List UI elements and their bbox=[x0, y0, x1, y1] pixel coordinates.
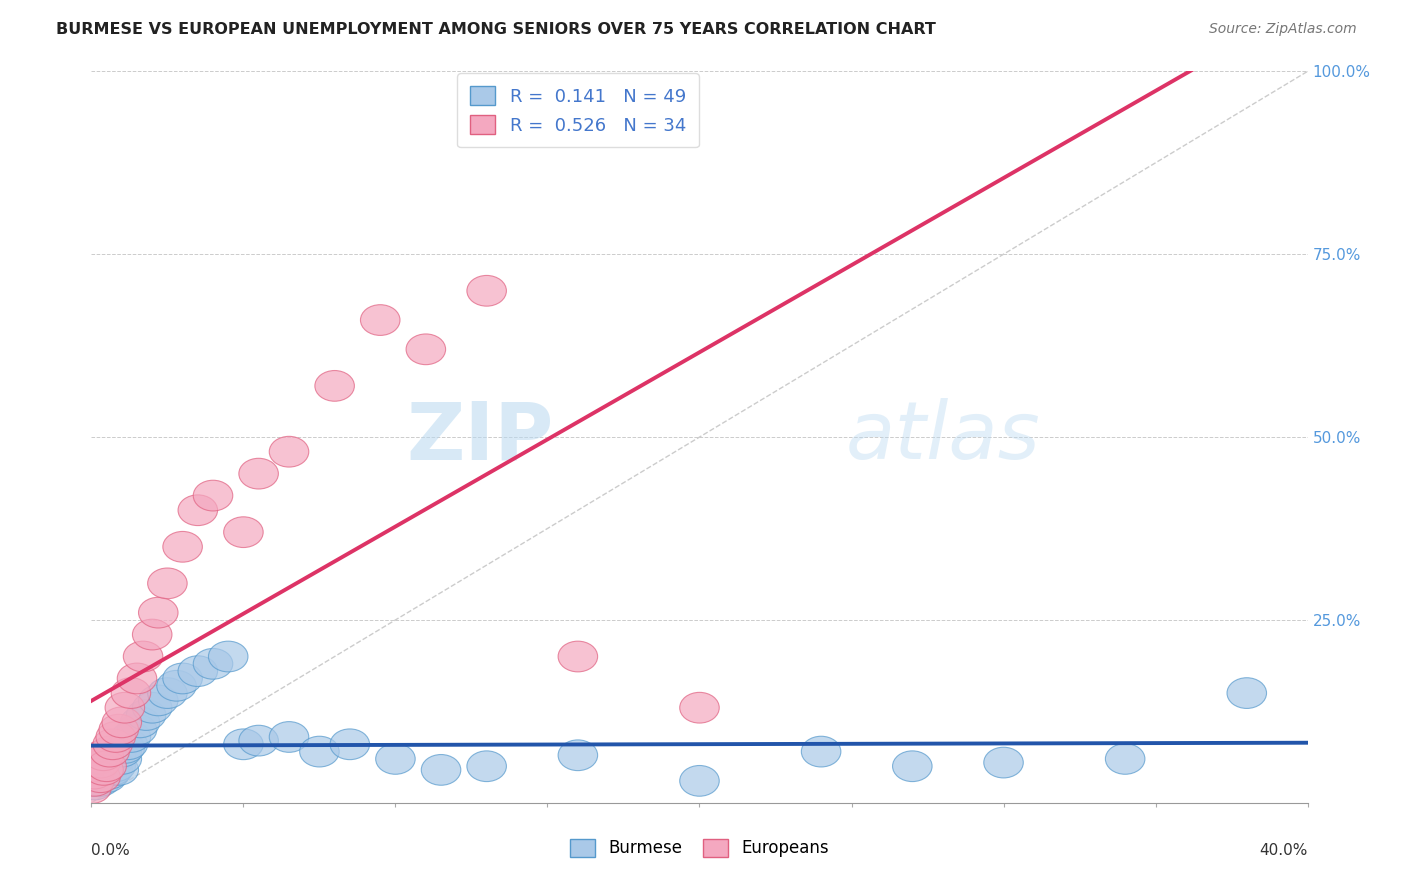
Ellipse shape bbox=[139, 685, 179, 715]
Ellipse shape bbox=[93, 755, 132, 785]
Ellipse shape bbox=[193, 648, 233, 679]
Ellipse shape bbox=[80, 755, 121, 785]
Ellipse shape bbox=[80, 765, 121, 797]
Ellipse shape bbox=[315, 370, 354, 401]
Ellipse shape bbox=[84, 758, 124, 789]
Ellipse shape bbox=[406, 334, 446, 365]
Legend: Burmese, Europeans: Burmese, Europeans bbox=[564, 832, 835, 864]
Ellipse shape bbox=[103, 744, 142, 774]
Ellipse shape bbox=[84, 747, 124, 778]
Ellipse shape bbox=[108, 729, 148, 760]
Ellipse shape bbox=[679, 692, 720, 723]
Ellipse shape bbox=[90, 744, 129, 774]
Ellipse shape bbox=[77, 744, 117, 774]
Ellipse shape bbox=[163, 532, 202, 562]
Ellipse shape bbox=[96, 739, 135, 771]
Ellipse shape bbox=[127, 699, 166, 731]
Ellipse shape bbox=[103, 707, 142, 738]
Ellipse shape bbox=[121, 707, 160, 738]
Ellipse shape bbox=[111, 678, 150, 708]
Ellipse shape bbox=[375, 744, 415, 774]
Ellipse shape bbox=[111, 722, 150, 752]
Ellipse shape bbox=[117, 663, 156, 694]
Ellipse shape bbox=[422, 755, 461, 785]
Ellipse shape bbox=[224, 729, 263, 760]
Ellipse shape bbox=[80, 762, 121, 793]
Ellipse shape bbox=[893, 751, 932, 781]
Ellipse shape bbox=[96, 751, 135, 781]
Ellipse shape bbox=[105, 692, 145, 723]
Ellipse shape bbox=[179, 656, 218, 687]
Ellipse shape bbox=[124, 641, 163, 672]
Ellipse shape bbox=[156, 671, 197, 701]
Ellipse shape bbox=[132, 692, 172, 723]
Ellipse shape bbox=[84, 755, 124, 785]
Ellipse shape bbox=[239, 458, 278, 489]
Ellipse shape bbox=[103, 736, 142, 767]
Text: ZIP: ZIP bbox=[406, 398, 554, 476]
Ellipse shape bbox=[87, 751, 127, 781]
Ellipse shape bbox=[360, 305, 399, 335]
Ellipse shape bbox=[224, 516, 263, 548]
Ellipse shape bbox=[77, 751, 117, 781]
Text: Source: ZipAtlas.com: Source: ZipAtlas.com bbox=[1209, 22, 1357, 37]
Ellipse shape bbox=[330, 729, 370, 760]
Ellipse shape bbox=[75, 758, 114, 789]
Ellipse shape bbox=[96, 722, 135, 752]
Ellipse shape bbox=[132, 619, 172, 650]
Ellipse shape bbox=[148, 678, 187, 708]
Ellipse shape bbox=[558, 641, 598, 672]
Ellipse shape bbox=[77, 751, 117, 781]
Ellipse shape bbox=[467, 751, 506, 781]
Ellipse shape bbox=[87, 751, 127, 781]
Text: BURMESE VS EUROPEAN UNEMPLOYMENT AMONG SENIORS OVER 75 YEARS CORRELATION CHART: BURMESE VS EUROPEAN UNEMPLOYMENT AMONG S… bbox=[56, 22, 936, 37]
Ellipse shape bbox=[208, 641, 247, 672]
Ellipse shape bbox=[679, 765, 720, 797]
Ellipse shape bbox=[90, 736, 129, 767]
Ellipse shape bbox=[87, 762, 127, 793]
Ellipse shape bbox=[558, 739, 598, 771]
Ellipse shape bbox=[72, 765, 111, 797]
Ellipse shape bbox=[117, 714, 156, 745]
Ellipse shape bbox=[299, 736, 339, 767]
Ellipse shape bbox=[1105, 744, 1144, 774]
Ellipse shape bbox=[75, 765, 114, 797]
Ellipse shape bbox=[77, 762, 117, 793]
Ellipse shape bbox=[139, 598, 179, 628]
Ellipse shape bbox=[80, 747, 121, 778]
Ellipse shape bbox=[193, 480, 233, 511]
Ellipse shape bbox=[239, 725, 278, 756]
Ellipse shape bbox=[72, 772, 111, 804]
Ellipse shape bbox=[90, 758, 129, 789]
Ellipse shape bbox=[984, 747, 1024, 778]
Text: 0.0%: 0.0% bbox=[91, 843, 131, 858]
Ellipse shape bbox=[270, 436, 309, 467]
Ellipse shape bbox=[98, 714, 139, 745]
Ellipse shape bbox=[179, 495, 218, 525]
Ellipse shape bbox=[163, 663, 202, 694]
Ellipse shape bbox=[93, 747, 132, 778]
Ellipse shape bbox=[148, 568, 187, 599]
Ellipse shape bbox=[75, 758, 114, 789]
Ellipse shape bbox=[98, 755, 139, 785]
Ellipse shape bbox=[93, 729, 132, 760]
Ellipse shape bbox=[467, 276, 506, 306]
Text: atlas: atlas bbox=[845, 398, 1040, 476]
Ellipse shape bbox=[270, 722, 309, 752]
Ellipse shape bbox=[105, 732, 145, 764]
Text: 40.0%: 40.0% bbox=[1260, 843, 1308, 858]
Ellipse shape bbox=[84, 739, 124, 771]
Ellipse shape bbox=[801, 736, 841, 767]
Ellipse shape bbox=[1227, 678, 1267, 708]
Ellipse shape bbox=[75, 769, 114, 800]
